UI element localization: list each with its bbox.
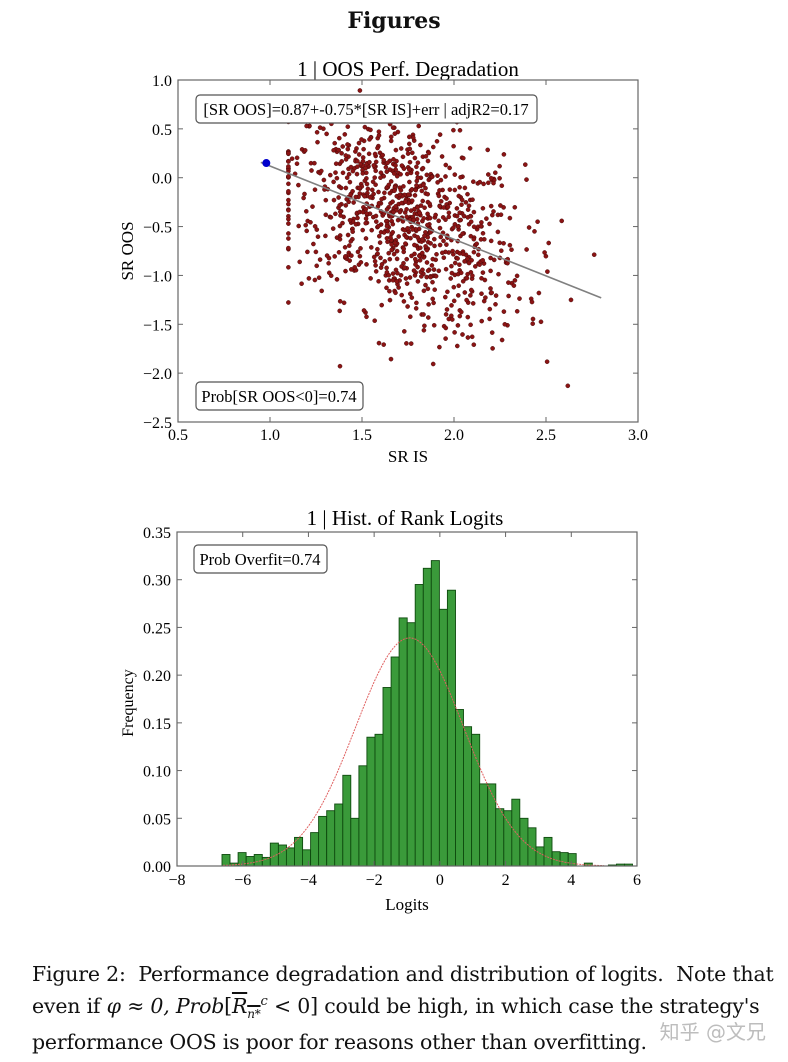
normal-fit-curve xyxy=(222,637,605,867)
svg-text:2: 2 xyxy=(502,872,510,889)
svg-text:6: 6 xyxy=(633,872,641,889)
histogram-bars xyxy=(221,560,633,867)
scatter-axes: 0.5 1.0 1.5 2.0 2.5 3.0 1.0 0.5 0.0 −0.5 −1.0 −1.5 −… xyxy=(143,73,648,444)
scatter-points xyxy=(286,88,597,389)
svg-text:−2.5: −2.5 xyxy=(143,415,172,432)
scatter-frame xyxy=(177,79,639,423)
annotation-prob-sr-oos: Prob[SR OOS<0]=0.74 xyxy=(195,381,364,411)
histogram-axes: −8 −6 −4 −2 0 2 4 6 0.35 0.30 0.25 0.20 0.15 0.10 0.05… xyxy=(143,525,641,889)
svg-text:0.0: 0.0 xyxy=(152,171,172,188)
svg-text:−4: −4 xyxy=(300,872,317,889)
svg-text:3.0: 3.0 xyxy=(628,427,648,444)
svg-text:0: 0 xyxy=(436,872,444,889)
scatter-chart-oos-degradation: 1 | OOS Perf. Degradation 0.5 1.0 1.5 2.0 2.… xyxy=(118,57,648,466)
svg-text:0.5: 0.5 xyxy=(168,427,188,444)
svg-text:0.00: 0.00 xyxy=(143,859,171,876)
scatter-y-label: SR OOS xyxy=(118,221,137,280)
histogram-y-label: Frequency xyxy=(120,669,137,737)
svg-text:2.0: 2.0 xyxy=(444,427,464,444)
svg-text:−8: −8 xyxy=(168,872,185,889)
watermark-text: 知乎 @文兄 xyxy=(659,1020,766,1044)
histogram-x-label: Logits xyxy=(385,895,428,914)
svg-text:0.35: 0.35 xyxy=(143,525,171,542)
svg-text:0.10: 0.10 xyxy=(143,764,171,781)
histogram-title: 1 | Hist. of Rank Logits xyxy=(307,506,504,530)
histogram-rank-logits: 1 | Hist. of Rank Logits −8 −6 −4 −2 0 2 4 6 0.3… xyxy=(120,506,641,914)
svg-text:1.0: 1.0 xyxy=(260,427,280,444)
annotation-prob-overfit: Prob Overfit=0.74 xyxy=(193,544,328,574)
svg-text:−2.0: −2.0 xyxy=(143,366,172,383)
svg-text:−1.0: −1.0 xyxy=(143,268,172,285)
histogram-frame xyxy=(176,531,638,867)
page-title: Figures xyxy=(347,8,441,34)
svg-text:−2: −2 xyxy=(366,872,383,889)
regression-line xyxy=(260,161,602,299)
svg-text:0.5: 0.5 xyxy=(152,122,172,139)
svg-text:0.30: 0.30 xyxy=(143,573,171,590)
svg-text:1.5: 1.5 xyxy=(352,427,372,444)
highlight-point xyxy=(262,159,271,168)
prob-overfit-text: Prob Overfit=0.74 xyxy=(199,550,320,569)
prob-sr-oos-text: Prob[SR OOS<0]=0.74 xyxy=(201,387,356,406)
figure-caption: Figure 2: Performance degradation and di… xyxy=(32,960,774,1056)
svg-text:−6: −6 xyxy=(234,872,251,889)
svg-text:0.05: 0.05 xyxy=(143,811,171,828)
annotation-regression: [SR OOS]=0.87+-0.75*[SR IS]+err | adjR2=… xyxy=(195,94,538,124)
caption-line-3: performance OOS is poor for reasons othe… xyxy=(32,1029,647,1054)
scatter-x-label: SR IS xyxy=(388,447,428,466)
svg-text:0.25: 0.25 xyxy=(143,620,171,637)
svg-text:4: 4 xyxy=(567,872,575,889)
regression-annotation-text: [SR OOS]=0.87+-0.75*[SR IS]+err | adjR2=… xyxy=(203,100,528,119)
caption-line-1: Figure 2: Performance degradation and di… xyxy=(32,962,774,986)
svg-text:2.5: 2.5 xyxy=(536,427,556,444)
svg-text:1.0: 1.0 xyxy=(152,73,172,90)
scatter-title: 1 | OOS Perf. Degradation xyxy=(297,57,519,81)
caption-line-2: even if φ ≈ 0, Prob[Rn*c < 0] could be h… xyxy=(32,993,760,1021)
svg-text:−0.5: −0.5 xyxy=(143,220,172,237)
svg-text:0.20: 0.20 xyxy=(143,668,171,685)
svg-text:0.15: 0.15 xyxy=(143,716,171,733)
svg-text:−1.5: −1.5 xyxy=(143,317,172,334)
